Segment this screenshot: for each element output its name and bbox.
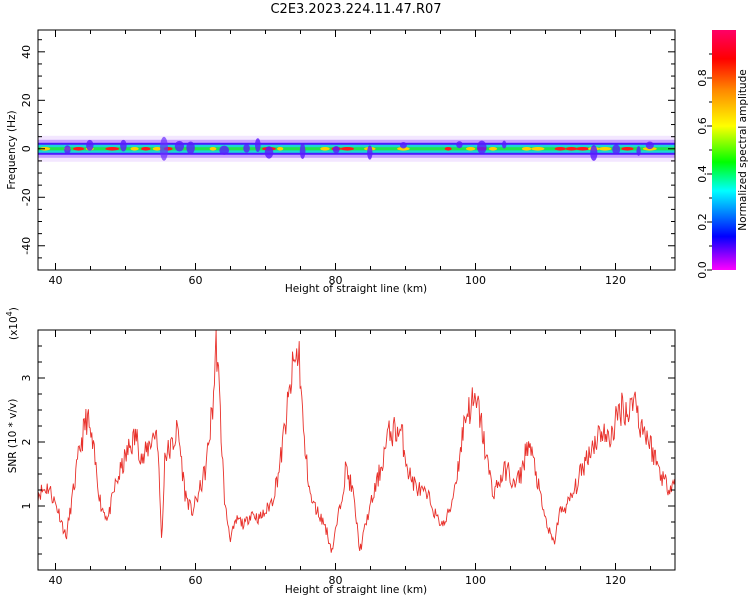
heatmap-spread [64, 145, 71, 155]
heatmap-spread [612, 144, 621, 155]
colorbar [712, 30, 736, 270]
heatmap-peak [465, 146, 476, 151]
heatmap-peak [340, 146, 354, 151]
heatmap-y-tick-label: 0 [20, 145, 33, 152]
snr-y-label: SNR (10 * v/v) [7, 399, 19, 474]
heatmap-spread [399, 141, 407, 149]
snr-y-tick-label: 2 [20, 439, 33, 446]
heatmap-spread [645, 141, 654, 150]
heatmap-spread [264, 146, 274, 159]
heatmap-spread [174, 140, 185, 152]
snr-x-tick-label: 40 [49, 574, 63, 587]
colorbar-tick-label: 0.0 [696, 261, 709, 279]
heatmap-y-label: Frequency (Hz) [6, 110, 18, 189]
heatmap-spread [219, 145, 230, 155]
heatmap-x-label: Height of straight line (km) [285, 283, 427, 295]
heatmap-y-tick-label: 20 [20, 93, 33, 107]
heatmap-peak [521, 146, 532, 151]
heatmap-y-tick-label: -40 [20, 237, 33, 255]
heatmap-peak [152, 146, 162, 151]
heatmap-peak [105, 146, 120, 151]
snr-series-line [38, 330, 675, 553]
colorbar-ticks: 0.0 0.2 0.4 0.6 0.8 [696, 53, 712, 279]
colorbar-tick-label: 0.4 [696, 165, 709, 183]
heatmap-spread [501, 140, 507, 149]
heatmap-spread [367, 145, 373, 160]
heatmap-peak [531, 146, 545, 151]
heatmap-peak [397, 146, 410, 151]
snr-x-tick-label: 120 [605, 574, 626, 587]
heatmap-x-tick-label: 40 [49, 274, 63, 287]
snr-y-axis: 1 2 3 [20, 345, 675, 555]
heatmap-peak [444, 146, 452, 151]
snr-y-tick-label: 3 [20, 375, 33, 382]
heatmap-spread [590, 144, 598, 161]
heatmap-spread [299, 143, 306, 159]
snr-frame [37, 329, 676, 571]
heatmap-spread [254, 138, 261, 152]
heatmap-spread [456, 141, 463, 149]
snr-x-tick-label: 80 [329, 574, 343, 587]
heatmap-frame [37, 29, 676, 271]
heatmap-band [38, 135, 675, 162]
heatmap-core-band [38, 147, 675, 151]
heatmap-peak [277, 146, 284, 151]
heatmap-x-tick-label: 80 [329, 274, 343, 287]
heatmap-peak [320, 146, 330, 151]
snr-y-scale-label: (x104) [5, 307, 20, 340]
heatmap-spread [86, 139, 94, 151]
colorbar-tick-label: 0.2 [696, 213, 709, 231]
heatmap-y-tick-label: 40 [20, 45, 33, 59]
heatmap-peak [72, 146, 85, 151]
snr-x-tick-label: 100 [465, 574, 486, 587]
heatmap-spread [636, 146, 641, 156]
heatmap-x-tick-label: 120 [605, 274, 626, 287]
heatmap-spread [160, 136, 168, 161]
heatmap-peak [141, 146, 151, 151]
snr-x-label: Height of straight line (km) [285, 584, 427, 596]
heatmap-spread [120, 139, 127, 152]
colorbar-label: Normalized spectral amplitude [737, 69, 749, 230]
heatmap-peak [209, 146, 217, 151]
heatmap-spread [243, 143, 250, 153]
heatmap-peak [598, 146, 612, 151]
heatmap-peak [130, 146, 139, 151]
colorbar-tick-label: 0.8 [696, 69, 709, 87]
heatmap-peak [576, 146, 590, 151]
heatmap-peak [488, 146, 498, 151]
heatmap-spread [332, 146, 340, 154]
colorbar-tick-label: 0.6 [696, 117, 709, 135]
heatmap-x-tick-label: 60 [189, 274, 203, 287]
heatmap-peak [554, 146, 566, 151]
heatmap-spread [186, 141, 195, 155]
heatmap-y-axis: 40 20 0 -20 -40 [20, 39, 675, 271]
heatmap-spread [477, 140, 487, 154]
heatmap-peak [565, 146, 578, 151]
chart-title: C2E3.2023.224.11.47.R07 [270, 2, 441, 17]
heatmap-peak [621, 146, 634, 151]
heatmap-x-tick-label: 100 [465, 274, 486, 287]
snr-x-tick-label: 60 [189, 574, 203, 587]
snr-y-tick-label: 1 [20, 503, 33, 510]
heatmap-x-axis: 40 60 80 100 120 [49, 30, 651, 287]
heatmap-y-tick-label: -20 [20, 188, 33, 206]
snr-x-axis: 40 60 80 100 120 [49, 330, 651, 587]
